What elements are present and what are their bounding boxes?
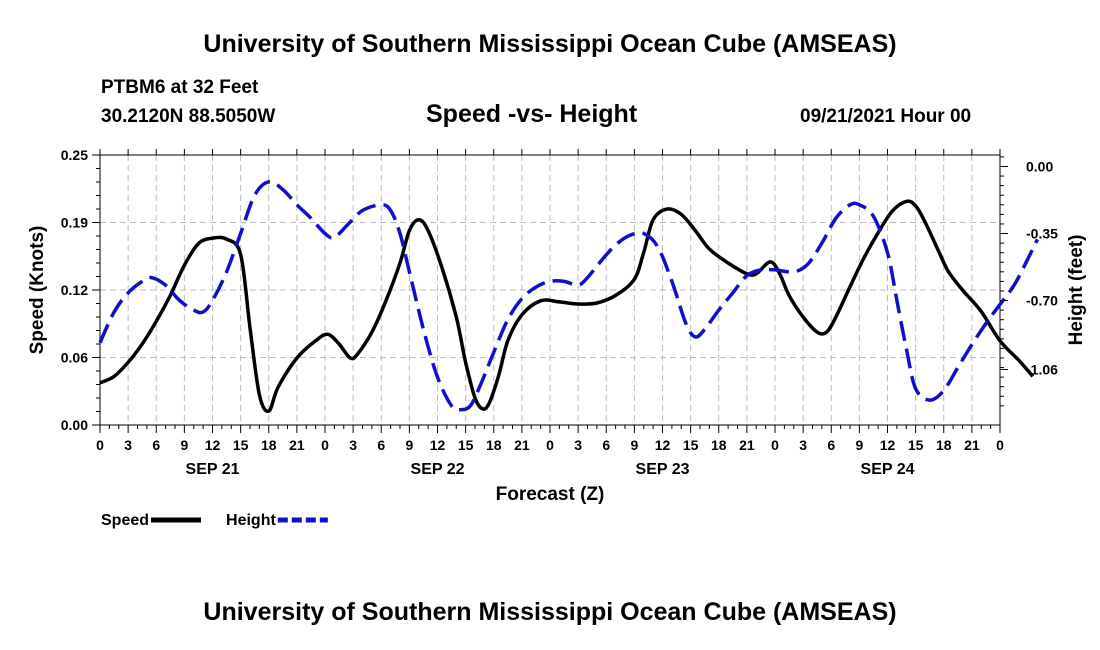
axis-ticks xyxy=(92,149,1008,433)
page-title: University of Southern Mississippi Ocean… xyxy=(203,30,897,58)
x-tick-label: 12 xyxy=(655,437,671,453)
y-tick-label: 0.12 xyxy=(61,282,88,298)
x-tick-label: 9 xyxy=(405,437,413,453)
x-tick-label: 15 xyxy=(458,437,474,453)
y-right-tick-label: -1.06 xyxy=(1026,361,1058,377)
datetime-label: 09/21/2021 Hour 00 xyxy=(800,106,972,127)
x-tick-label: 0 xyxy=(96,437,104,453)
x-tick-label: 0 xyxy=(546,437,554,453)
x-tick-label: 6 xyxy=(377,437,385,453)
x-tick-label: 0 xyxy=(771,437,779,453)
series-lines xyxy=(98,179,1040,413)
x-tick-label: 6 xyxy=(152,437,160,453)
y-tick-label: 0.00 xyxy=(61,417,88,433)
chart-title: Speed -vs- Height xyxy=(426,100,638,128)
x-tick-label: 18 xyxy=(711,437,727,453)
date-label: SEP 21 xyxy=(186,461,240,478)
station-label: PTBM6 at 32 Feet xyxy=(101,77,259,98)
x-tick-label: 3 xyxy=(349,437,357,453)
x-tick-label: 21 xyxy=(964,437,980,453)
x-axis-label: Forecast (Z) xyxy=(496,484,605,505)
x-tick-label: 21 xyxy=(289,437,305,453)
x-tick-label: 6 xyxy=(827,437,835,453)
x-tick-label: 3 xyxy=(574,437,582,453)
y-tick-label: 0.06 xyxy=(61,350,88,366)
footer-title: University of Southern Mississippi Ocean… xyxy=(203,598,897,626)
legend: Speed Height xyxy=(101,512,328,529)
x-tick-label: 15 xyxy=(233,437,249,453)
speed-line xyxy=(99,199,1035,413)
legend-label: Height xyxy=(226,512,276,529)
x-tick-label: 12 xyxy=(205,437,221,453)
grid-lines xyxy=(100,155,1000,425)
coordinates-label: 30.2120N 88.5050W xyxy=(101,106,276,127)
y-tick-label: 0.25 xyxy=(61,147,88,163)
y-right-axis-label: Height (feet) xyxy=(1066,235,1087,346)
x-tick-label: 9 xyxy=(180,437,188,453)
date-label: SEP 22 xyxy=(411,461,465,478)
date-label: SEP 24 xyxy=(861,461,915,478)
x-tick-label: 21 xyxy=(739,437,755,453)
date-label: SEP 23 xyxy=(636,461,690,478)
x-tick-label: 18 xyxy=(261,437,277,453)
x-tick-label: 21 xyxy=(514,437,530,453)
y-right-tick-label: 0.00 xyxy=(1026,158,1053,174)
x-tick-label: 3 xyxy=(799,437,807,453)
x-tick-label: 18 xyxy=(936,437,952,453)
x-tick-label: 18 xyxy=(486,437,502,453)
y-tick-label: 0.19 xyxy=(61,215,88,231)
legend-label: Speed xyxy=(101,512,149,529)
y-right-tick-label: -0.70 xyxy=(1026,293,1058,309)
x-tick-label: 12 xyxy=(880,437,896,453)
x-tick-label: 9 xyxy=(630,437,638,453)
height-line xyxy=(98,179,1040,412)
x-tick-label: 15 xyxy=(908,437,924,453)
y-axis-label: Speed (Knots) xyxy=(27,226,48,355)
x-tick-label: 0 xyxy=(321,437,329,453)
x-tick-label: 3 xyxy=(124,437,132,453)
x-tick-label: 9 xyxy=(855,437,863,453)
x-tick-label: 0 xyxy=(996,437,1004,453)
x-tick-label: 15 xyxy=(683,437,699,453)
tick-labels: 0.00 0.06 0.12 0.19 0.25 0.00 -0.35 -0.70 -1.06 0… xyxy=(61,147,1058,478)
y-right-tick-label: -0.35 xyxy=(1026,226,1058,242)
x-tick-label: 6 xyxy=(602,437,610,453)
x-tick-label: 12 xyxy=(430,437,446,453)
